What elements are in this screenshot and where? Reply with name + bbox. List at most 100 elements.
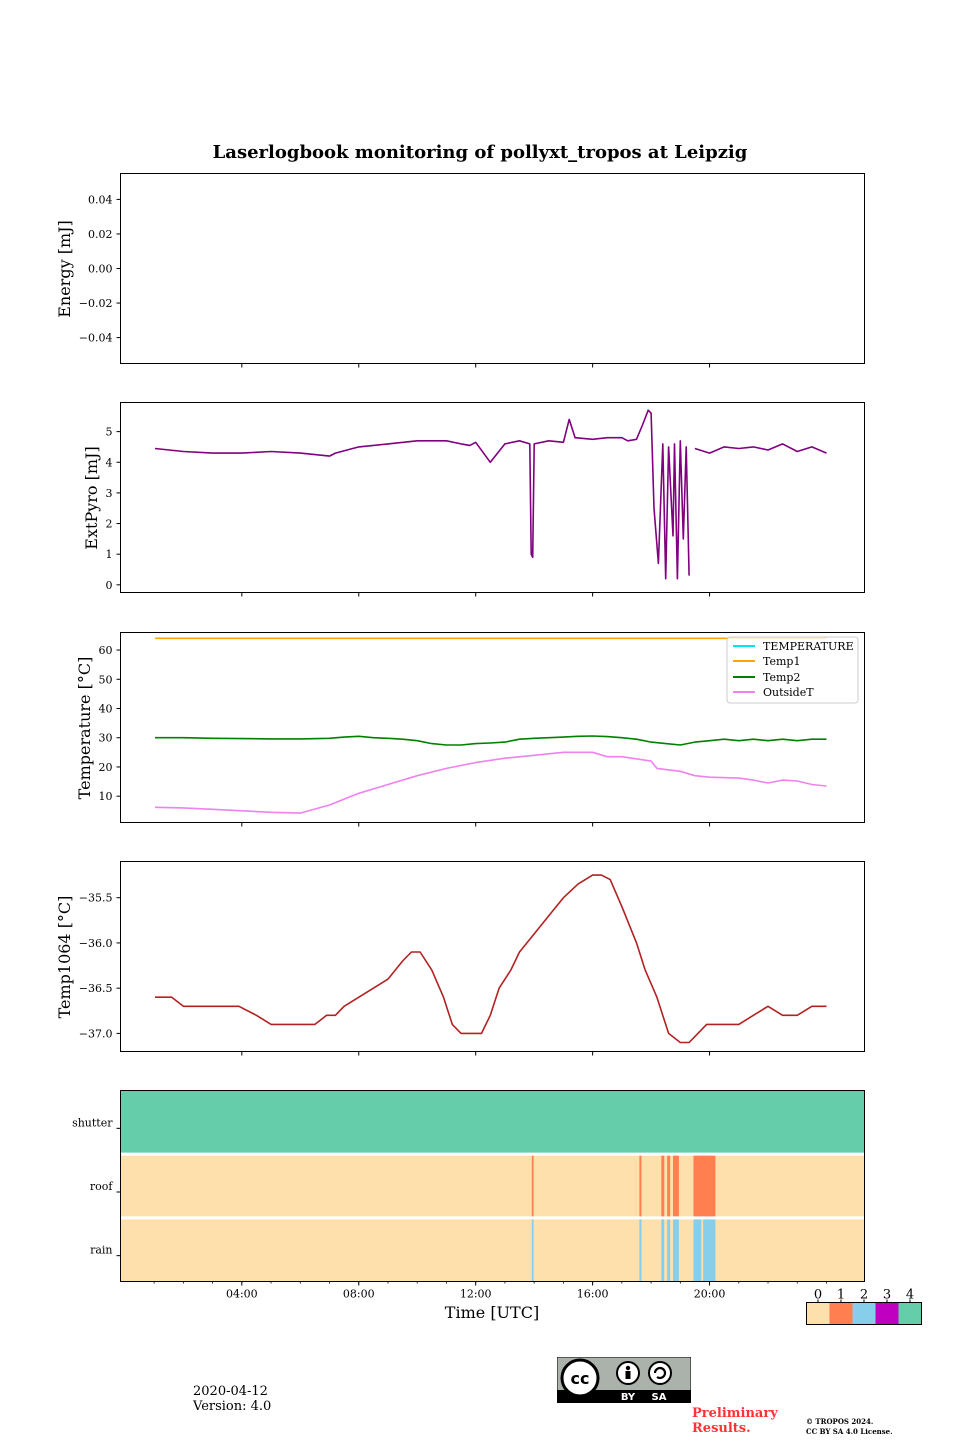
xtick-label: 12:00 <box>460 1288 492 1301</box>
legend-label-temp2: Temp2 <box>763 671 800 684</box>
status-segment-rain <box>673 1217 679 1282</box>
yticks-temperature: 10 20 30 40 50 60 <box>99 644 121 803</box>
xtick-label: 04:00 <box>226 1288 258 1301</box>
preliminary-line1: Preliminary <box>692 1406 778 1421</box>
ytick-label: −35.5 <box>79 892 113 905</box>
ytick-label: 50 <box>99 673 113 686</box>
xtick-label: 08:00 <box>343 1288 375 1301</box>
footer-date: 2020-04-12 <box>193 1384 268 1399</box>
yticks-temp1064: −35.5 −36.0 −36.5 −37.0 <box>79 892 121 1040</box>
colorbar-cells <box>806 1302 922 1325</box>
colorbar-tick-label: 1 <box>837 1288 845 1303</box>
footer-date-version: 2020-04-12 Version: 4.0 <box>193 1384 271 1414</box>
status-segment-roof <box>531 1154 534 1218</box>
status-segment-roof <box>667 1154 671 1218</box>
ytick-label: 4 <box>106 456 113 469</box>
colorbar-cell-2 <box>852 1302 876 1325</box>
cc-by-sa-badge: cc BY SA <box>557 1357 691 1403</box>
badge-sa-text: SA <box>652 1392 667 1403</box>
ytick-label: 0.00 <box>88 263 113 276</box>
series-line-extpyro <box>154 409 690 580</box>
status-row-shutter <box>120 1090 865 1155</box>
ylabel-temp1064: Temp1064 [°C] <box>55 896 74 1019</box>
axes-frame-energy <box>120 173 865 364</box>
status-segment-rain <box>667 1217 671 1282</box>
preliminary-line2: Results. <box>692 1421 751 1436</box>
ylabel-energy: Energy [mJ] <box>55 220 74 318</box>
legend-label-temp1: Temp1 <box>763 655 800 668</box>
status-row-labels: shutter roof rain <box>72 1116 121 1257</box>
copyright-line1: © TROPOS 2024. <box>806 1417 874 1426</box>
panel-temp1064: −35.5 −36.0 −36.5 −37.0 Temp1064 [°C] <box>55 861 865 1056</box>
ytick-label: 3 <box>106 487 113 500</box>
legend-label-temperature: TEMPERATURE <box>763 640 854 653</box>
series-line-temp2 <box>155 735 827 746</box>
panel-status: shutter roof rain 04:00 08:00 12:00 16:00 20:0… <box>72 1090 865 1322</box>
colorbar-cell-4 <box>898 1302 922 1325</box>
ytick-label: −36.0 <box>79 937 113 950</box>
row-label-roof: roof <box>90 1180 114 1193</box>
status-segment-rain <box>703 1217 716 1282</box>
colorbar-cell-0 <box>806 1302 830 1325</box>
sa-share-icon <box>648 1361 672 1385</box>
preliminary-results-notice: Preliminary Results. <box>692 1406 778 1436</box>
series-line-extpyro-b <box>694 443 827 454</box>
colorbar-cell-3 <box>875 1302 899 1325</box>
status-segment-rain <box>531 1217 534 1282</box>
colorbar-tick-label: 0 <box>814 1288 822 1303</box>
status-segment-roof <box>661 1154 665 1218</box>
status-cells <box>120 1090 865 1282</box>
xlabel-status: Time [UTC] <box>445 1303 539 1322</box>
status-segment-rain <box>661 1217 665 1282</box>
panel-extpyro: 0 1 2 3 4 5 ExtPyro [mJ] <box>82 402 865 597</box>
ytick-label: −0.04 <box>79 332 113 345</box>
xtick-label: 16:00 <box>577 1288 609 1301</box>
yticks-energy: 0.04 0.02 0.00 −0.02 −0.04 <box>79 193 121 345</box>
series-temp1064 <box>155 874 827 1044</box>
xticks-temp1064 <box>241 1051 711 1056</box>
series-line-outsidet <box>154 751 827 814</box>
axes-frame-status <box>120 1090 865 1282</box>
ylabel-temperature: Temperature [°C] <box>75 657 94 800</box>
ytick-label: 0.02 <box>88 228 113 241</box>
colorbar-cell-1 <box>829 1302 853 1325</box>
ytick-label: 10 <box>99 790 113 803</box>
panel-temperature: 10 20 30 40 50 60 Temperature [°C] TEMPERATUR… <box>75 632 865 827</box>
status-xticks: 04:00 08:00 12:00 16:00 20:00 <box>153 1281 827 1301</box>
ytick-label: 0 <box>106 579 113 592</box>
xticks-energy <box>241 363 711 368</box>
status-segment-roof <box>639 1154 642 1218</box>
row-label-shutter: shutter <box>72 1116 113 1129</box>
status-row-rain <box>120 1217 865 1282</box>
ytick-label: 30 <box>99 732 113 745</box>
status-row-roof <box>120 1154 865 1218</box>
axes-frame-temperature <box>120 632 865 823</box>
svg-text:cc: cc <box>571 1369 590 1388</box>
status-segment-roof <box>673 1154 679 1218</box>
ytick-label: 2 <box>106 518 113 531</box>
ytick-label: 20 <box>99 761 113 774</box>
cc-logo-icon <box>560 1358 600 1398</box>
status-segment-rain <box>693 1217 702 1282</box>
colorbar-tick-label: 3 <box>883 1288 891 1303</box>
series-temperature <box>154 637 827 814</box>
panel-energy: 0.04 0.02 0.00 −0.02 −0.04 Energy [mJ] <box>55 173 865 368</box>
xticks-extpyro <box>241 592 711 597</box>
legend-temperature: TEMPERATURE Temp1 Temp2 OutsideT <box>726 636 859 704</box>
ytick-label: 40 <box>99 703 113 716</box>
badge-by-text: BY <box>621 1392 636 1403</box>
legend-label-outsidet: OutsideT <box>763 686 814 699</box>
status-segment-rain <box>639 1217 642 1282</box>
ytick-label: 0.04 <box>88 193 113 206</box>
row-label-rain: rain <box>90 1244 112 1257</box>
ytick-label: 60 <box>99 644 113 657</box>
ytick-label: 1 <box>106 548 113 561</box>
xtick-label: 20:00 <box>694 1288 726 1301</box>
axes-frame-extpyro <box>120 402 865 593</box>
axes-frame-temp1064 <box>120 861 865 1052</box>
figure-title: Laserlogbook monitoring of pollyxt_tropo… <box>213 142 748 163</box>
yticks-extpyro: 0 1 2 3 4 5 <box>106 426 121 592</box>
